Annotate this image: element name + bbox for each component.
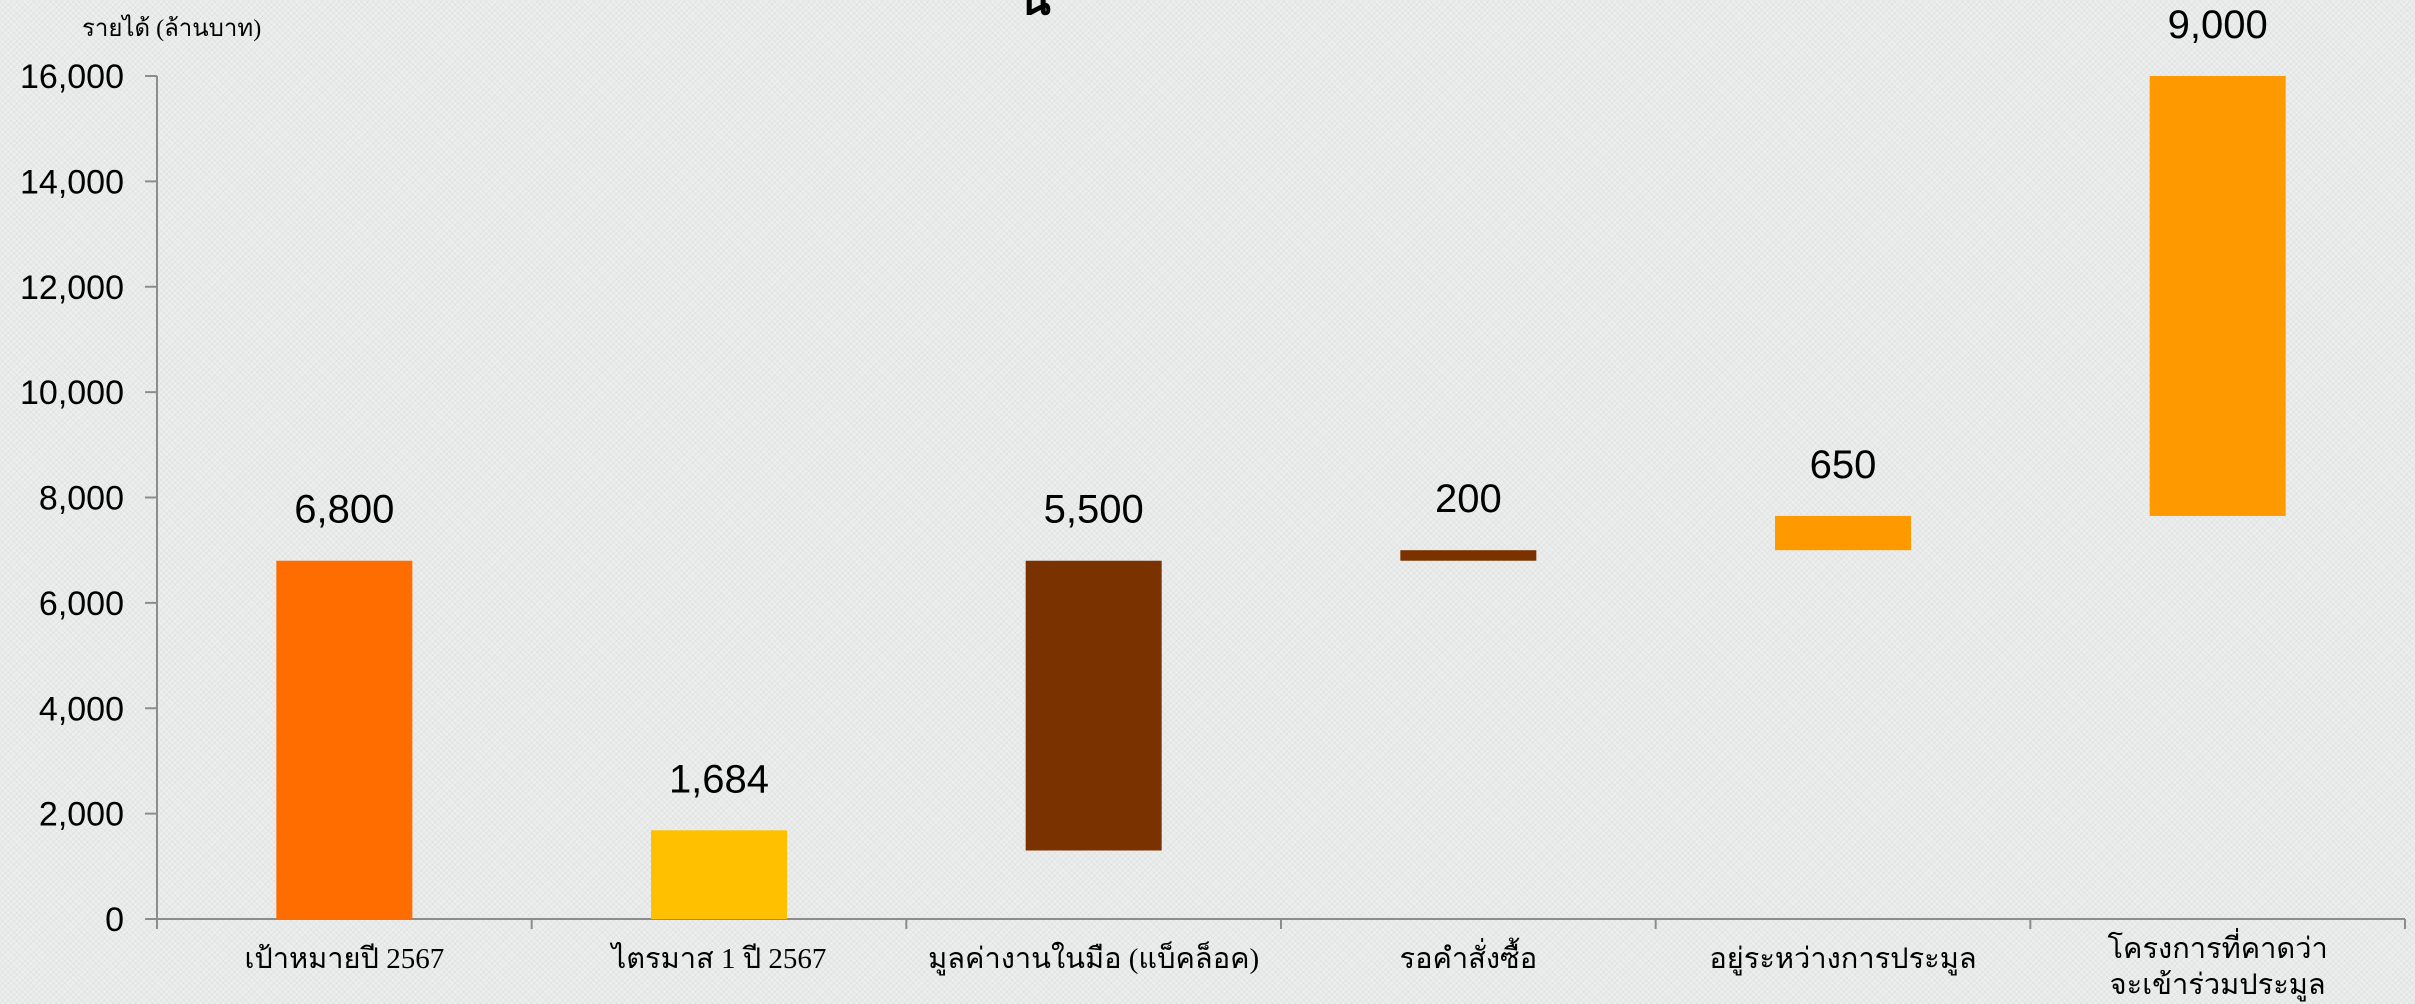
- chart-title: น: [995, 0, 1075, 25]
- data-label: 1,684: [669, 757, 769, 801]
- y-tick-label: 10,000: [20, 374, 124, 412]
- y-tick-label: 0: [105, 901, 124, 939]
- y-tick-label: 14,000: [20, 163, 124, 201]
- bars: [276, 76, 2286, 919]
- bar: [2149, 76, 2286, 516]
- category-label: ไตรมาส 1 ปี 2567: [610, 941, 827, 975]
- category-label-line: จะเข้าร่วมประมูล: [2110, 969, 2326, 1002]
- bar: [651, 830, 787, 919]
- category-label: มูลค่างานในมือ (แบ็คล็อค): [928, 940, 1259, 976]
- y-tick-label: 6,000: [39, 585, 124, 623]
- y-tick-label: 2,000: [39, 796, 124, 834]
- data-label: 200: [1435, 477, 1502, 521]
- y-tick-label: 8,000: [39, 480, 124, 518]
- bar: [276, 560, 413, 919]
- category-label: เป้าหมายปี 2567: [244, 943, 444, 975]
- data-label: 9,000: [2168, 3, 2268, 47]
- labels: 6,800 เป้าหมายปี 2567 1,684 ไตรมาส 1 ปี 256…: [244, 3, 2327, 1002]
- category-label-line: โครงการที่คาดว่า: [2107, 928, 2327, 965]
- data-label: 6,800: [294, 488, 394, 532]
- y-tick-label: 16,000: [20, 58, 124, 96]
- bar: [1400, 550, 1537, 561]
- data-label: 650: [1810, 443, 1877, 487]
- category-label: โครงการที่คาดว่าจะเข้าร่วมประมูล: [2107, 928, 2327, 1002]
- category-label: อยู่ระหว่างการประมูล: [1709, 943, 1976, 976]
- bar: [1775, 515, 1911, 551]
- data-label: 5,500: [1044, 488, 1144, 532]
- y-tick-label: 4,000: [39, 690, 124, 728]
- bar: [1025, 560, 1162, 851]
- y-axis-label: รายได้ (ล้านบาท): [82, 16, 262, 42]
- axes: 0 2,000 4,000 6,000 8,000 10,000 12,000 14,000 1…: [20, 58, 2406, 939]
- category-label: รอคำสั่งซื้อ: [1400, 937, 1538, 975]
- y-tick-label: 12,000: [20, 269, 124, 307]
